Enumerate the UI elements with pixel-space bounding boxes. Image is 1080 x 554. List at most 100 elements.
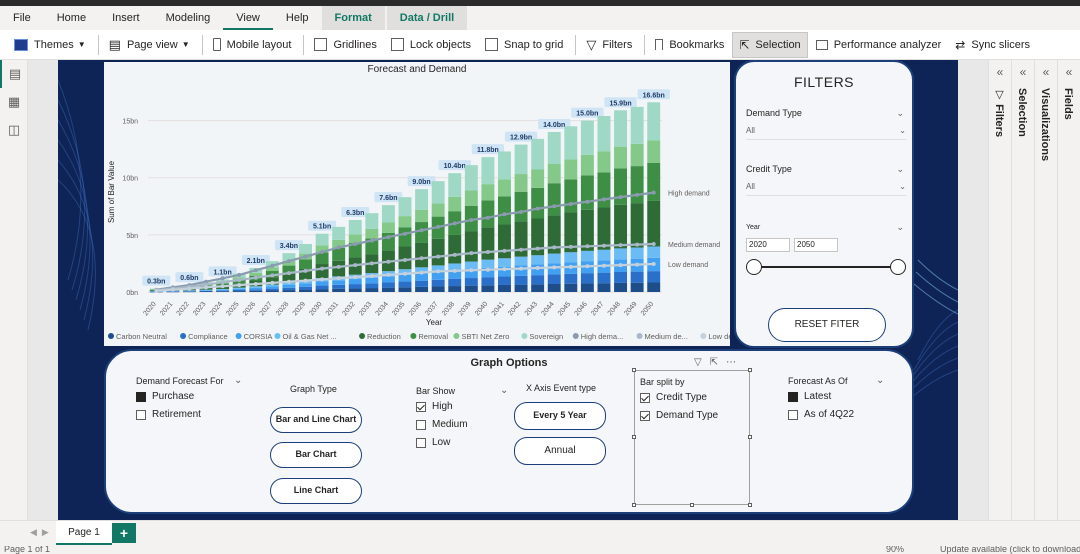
resize-handle[interactable] <box>748 503 752 507</box>
expand-icon[interactable]: « <box>1019 65 1027 79</box>
bar-segment <box>614 146 628 169</box>
chevron-down-icon[interactable]: ⌄ <box>876 375 885 386</box>
year-from-input[interactable]: 2020 <box>746 238 790 252</box>
split-credit-type-option[interactable]: Credit Type <box>640 392 707 403</box>
update-notice[interactable]: Update available (click to download) <box>940 546 1080 554</box>
selection-pane-button[interactable]: ⇱ Selection <box>732 31 808 58</box>
model-view-icon[interactable]: ◫ <box>7 122 21 137</box>
bar-segment <box>498 258 511 267</box>
demand-point <box>436 254 441 259</box>
page-tab[interactable]: Page 1 <box>56 521 112 545</box>
bar-split-by-selection-frame[interactable] <box>634 370 750 505</box>
demand-point <box>320 250 325 254</box>
split-demand-type-option[interactable]: Demand Type <box>640 410 718 421</box>
bar-show-label: Bar Show <box>416 386 456 396</box>
resize-handle[interactable] <box>632 368 636 372</box>
annual-button[interactable]: Annual <box>514 437 606 465</box>
selection-pane-label: Selection <box>1016 88 1028 137</box>
resize-handle[interactable] <box>748 368 752 372</box>
resize-handle[interactable] <box>632 435 636 439</box>
tab-insert[interactable]: Insert <box>112 12 140 24</box>
demand-purchase-option[interactable]: Purchase <box>136 391 194 402</box>
resize-handle[interactable] <box>748 435 752 439</box>
bar-show-medium-option[interactable]: Medium <box>416 419 468 430</box>
zoom-level[interactable]: 90% <box>886 546 905 554</box>
resize-handle[interactable] <box>690 503 694 507</box>
chevron-down-icon[interactable]: ⌄ <box>896 164 904 174</box>
legend-label: Reduction <box>367 332 401 341</box>
lock-objects-toggle[interactable]: Lock objects <box>385 32 477 58</box>
bar-segment <box>348 234 362 244</box>
tab-help[interactable]: Help <box>285 12 309 24</box>
bar-segment <box>332 284 346 289</box>
tab-file[interactable]: File <box>13 12 31 24</box>
bar-segment <box>580 250 594 262</box>
year-slider-track[interactable] <box>754 266 898 268</box>
expand-icon[interactable]: « <box>1042 65 1050 79</box>
bookmarks-pane-button[interactable]: Bookmarks <box>649 32 730 58</box>
data-label-bg <box>571 107 604 118</box>
credit-type-label: Credit Type <box>746 164 792 174</box>
expand-icon[interactable]: « <box>1065 65 1073 79</box>
chevron-down-icon[interactable]: ⌄ <box>500 385 509 396</box>
bar-segment <box>431 279 445 287</box>
page-view-button[interactable]: ▤ Page view ▼ <box>103 32 196 58</box>
bar-segment <box>514 284 528 292</box>
mobile-layout-button[interactable]: Mobile layout <box>207 32 298 58</box>
filters-pane-button[interactable]: ▽ Filters <box>580 32 638 58</box>
tab-modeling[interactable]: Modeling <box>165 12 211 24</box>
focus-mode-icon[interactable]: ⇱ <box>709 357 719 368</box>
performance-analyzer-button[interactable]: Performance analyzer <box>810 32 948 58</box>
year-to-input[interactable]: 2050 <box>794 238 838 252</box>
tab-data-drill[interactable]: Data / Drill <box>386 6 468 30</box>
expand-icon[interactable]: « <box>996 65 1004 79</box>
reset-filter-button[interactable]: RESET FITER <box>768 308 886 342</box>
every-5-year-button[interactable]: Every 5 Year <box>514 402 606 430</box>
forecast-latest-option[interactable]: Latest <box>788 391 831 402</box>
fields-pane[interactable]: « Fields <box>1058 60 1080 520</box>
data-view-icon[interactable]: ▦ <box>7 94 21 109</box>
demand-point <box>270 263 275 268</box>
tab-view[interactable]: View <box>223 6 273 30</box>
bar-show-low-option[interactable]: Low <box>416 437 450 448</box>
sync-slicers-button[interactable]: ⇄ Sync slicers <box>949 32 1036 58</box>
bar-chart-button[interactable]: Bar Chart <box>270 442 362 468</box>
chevron-down-icon[interactable]: ⌄ <box>234 375 243 386</box>
x-tick-label: 2047 <box>590 301 605 318</box>
legend-marker <box>453 333 460 339</box>
bar-segment <box>332 280 346 285</box>
data-label-bg <box>637 89 670 100</box>
bar-segment <box>564 179 578 213</box>
forecast-4q22-option[interactable]: As of 4Q22 <box>788 409 854 420</box>
visualizations-pane[interactable]: « Visualizations <box>1035 60 1058 520</box>
bar-show-high-option[interactable]: High <box>416 401 453 412</box>
selection-pane[interactable]: « Selection <box>1012 60 1035 520</box>
demand-retirement-option[interactable]: Retirement <box>136 409 201 420</box>
themes-button[interactable]: Themes ▼ <box>8 32 92 58</box>
bar-and-line-chart-button[interactable]: Bar and Line Chart <box>270 407 362 433</box>
demand-type-dropdown[interactable]: All ⌄ <box>746 124 906 140</box>
add-page-button[interactable]: + <box>112 523 136 543</box>
toolbar-divider <box>201 34 203 55</box>
chevron-down-icon[interactable]: ⌄ <box>896 108 904 118</box>
snap-to-grid-toggle[interactable]: Snap to grid <box>479 32 569 58</box>
year-slider-start-handle[interactable] <box>746 259 762 275</box>
resize-handle[interactable] <box>632 503 636 507</box>
credit-type-dropdown[interactable]: All ⌄ <box>746 180 906 196</box>
tab-format[interactable]: Format <box>321 6 385 30</box>
line-end-label: High demand <box>668 191 710 198</box>
year-slider-end-handle[interactable] <box>890 259 906 275</box>
tab-home[interactable]: Home <box>56 12 87 24</box>
filter-icon[interactable]: ▽ <box>694 357 702 368</box>
filters-pane[interactable]: « ▽ Filters <box>989 60 1012 520</box>
more-options-icon[interactable]: ⋯ <box>726 357 737 368</box>
gridlines-toggle[interactable]: Gridlines <box>308 32 382 58</box>
data-label: 15.0bn <box>576 111 598 118</box>
page-nav-arrows[interactable]: ◀ ▶ <box>30 527 49 537</box>
forecast-chart-visual[interactable]: Forecast and Demand Sum of Bar Value Year 0… <box>104 62 749 346</box>
report-view-icon[interactable]: ▤ <box>0 60 28 88</box>
line-chart-button[interactable]: Line Chart <box>270 478 362 504</box>
demand-point <box>452 252 457 257</box>
chevron-down-icon[interactable]: ⌄ <box>896 222 904 232</box>
demand-point <box>170 287 175 292</box>
